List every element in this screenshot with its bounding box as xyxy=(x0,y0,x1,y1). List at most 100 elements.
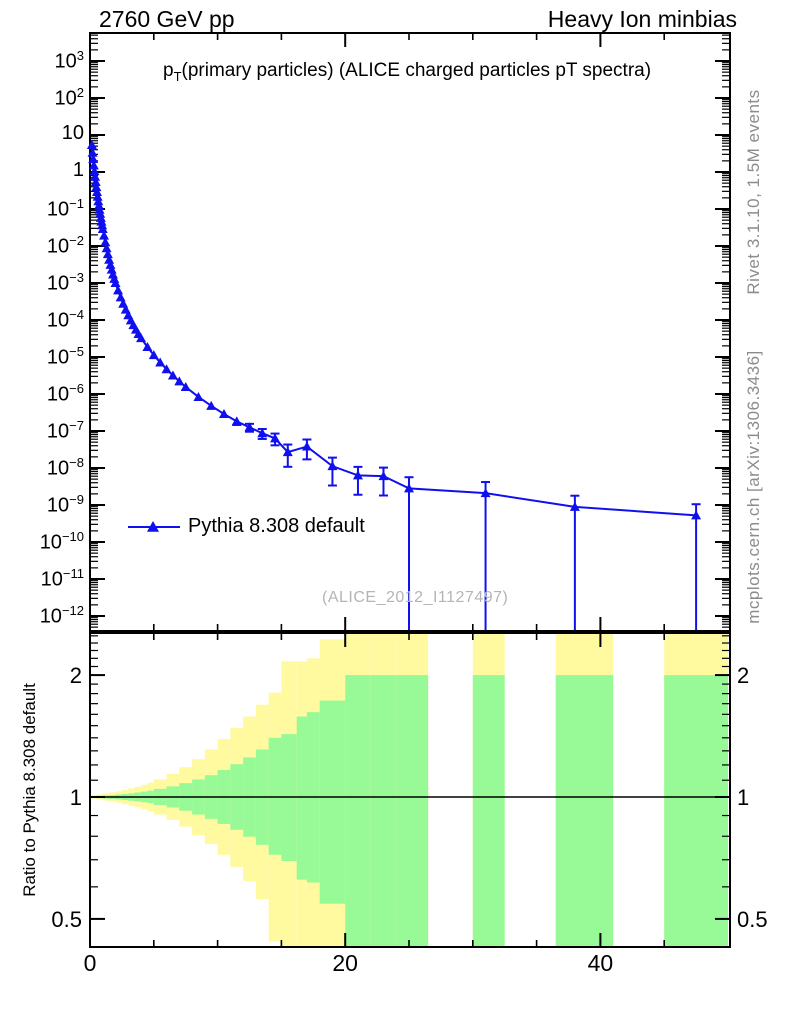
x-axis-label: 20 xyxy=(332,950,358,976)
analysis-id-watermark: (ALICE_2012_I1127497) xyxy=(322,589,509,606)
data-point-triangle-icon xyxy=(95,208,106,218)
data-point-triangle-icon xyxy=(97,220,108,230)
ratio-uncertainty-bands xyxy=(90,634,728,946)
data-point-triangle-icon xyxy=(92,191,103,201)
spectrum-line xyxy=(90,144,697,517)
observable-title-prefix: p xyxy=(163,60,174,81)
green-band xyxy=(396,675,429,946)
data-point-triangle-icon xyxy=(105,259,116,269)
data-point-triangle-icon xyxy=(104,254,115,264)
main-y-axis-label: 10−10 xyxy=(39,529,84,554)
data-point-triangle-icon xyxy=(88,160,99,170)
data-point-triangle-icon xyxy=(148,350,159,360)
green-band xyxy=(345,675,371,946)
data-point-triangle-icon xyxy=(404,483,414,493)
legend-marker xyxy=(128,521,180,532)
data-point-triangle-icon xyxy=(206,400,217,410)
panel-frames xyxy=(89,32,731,948)
data-point-triangle-icon xyxy=(94,204,105,214)
data-point-triangle-icon xyxy=(155,357,166,367)
green-band xyxy=(296,716,307,880)
data-point-triangle-icon xyxy=(378,471,389,481)
data-point-triangle-icon xyxy=(193,391,204,401)
ratio-y-axis-label: 0.5 xyxy=(51,906,82,932)
data-point-triangle-icon xyxy=(110,278,121,287)
data-point-triangle-icon xyxy=(90,171,101,181)
mcplots-arxiv-note: mcplots.cern.ch [arXiv:1306.3436] xyxy=(744,350,763,624)
main-y-axis-label: 10 xyxy=(61,122,84,144)
data-point-triangle-icon xyxy=(87,147,98,157)
observable-title-rest: (primary particles) (ALICE charged parti… xyxy=(181,60,652,81)
main-y-axis-label: 10−5 xyxy=(46,344,84,369)
data-point-triangle-icon xyxy=(691,510,702,520)
main-y-axis-label: 10−2 xyxy=(46,233,84,258)
data-point-triangle-icon xyxy=(180,381,191,391)
data-point-triangle-icon xyxy=(352,470,363,480)
data-point-triangle-icon xyxy=(327,461,338,471)
data-point-triangle-icon xyxy=(106,264,117,274)
x-axis-label: 0 xyxy=(83,950,97,976)
data-point-triangle-icon xyxy=(86,139,97,149)
ratio-y-axis-label: 2 xyxy=(69,663,82,689)
observable-title-subscript: T xyxy=(173,68,182,84)
observable-title: pT(primary particles) (ALICE charged par… xyxy=(163,60,651,84)
data-point-triangle-icon xyxy=(90,176,101,186)
data-point-triangle-icon xyxy=(142,342,153,352)
ratio-y-axis-label-right: 1 xyxy=(737,785,750,810)
main-y-axis-label: 10−7 xyxy=(46,418,84,443)
green-band xyxy=(370,675,397,946)
data-point-triangle-icon xyxy=(113,285,124,295)
data-point-triangle-icon xyxy=(97,223,108,233)
data-point-triangle-icon xyxy=(96,216,107,226)
data-point-triangle-icon xyxy=(136,333,147,343)
data-point-triangle-icon xyxy=(91,182,102,192)
data-point-triangle-icon xyxy=(257,428,268,438)
data-point-triangle-icon xyxy=(270,433,281,443)
axis-ticks xyxy=(91,34,729,946)
main-y-axis-label: 10−4 xyxy=(46,307,84,332)
data-point-triangle-icon xyxy=(102,249,113,259)
data-point-triangle-icon xyxy=(231,416,242,426)
data-point-triangle-icon xyxy=(161,364,172,374)
data-point-triangle-icon xyxy=(93,196,104,206)
data-point-triangle-icon xyxy=(301,441,312,451)
main-y-axis-label: 102 xyxy=(54,85,84,110)
main-y-axis-label: 10−3 xyxy=(46,270,84,295)
main-y-axis-label: 10−12 xyxy=(39,603,84,628)
error-bars xyxy=(140,337,701,630)
beam-energy-title: 2760 GeV pp xyxy=(99,6,235,32)
main-y-axis-label: 10−11 xyxy=(40,566,84,591)
main-y-axis-label: 10−1 xyxy=(46,196,84,221)
legend-entry-label: Pythia 8.308 default xyxy=(188,515,365,537)
data-point-triangle-icon xyxy=(282,447,293,457)
data-point-triangle-icon xyxy=(88,154,99,164)
x-axis-label: 40 xyxy=(587,950,614,976)
ratio-y-axis-label-right: 0.5 xyxy=(737,906,768,932)
main-y-axis-label: 1 xyxy=(72,159,84,181)
ratio-y-axis-label: 1 xyxy=(69,785,82,810)
data-point-triangle-icon xyxy=(101,243,112,253)
data-point-triangle-icon xyxy=(569,501,580,511)
main-y-axis-label: 10−6 xyxy=(46,381,84,406)
data-point-triangle-icon xyxy=(244,422,255,432)
ratio-y-axis-label-right: 2 xyxy=(737,663,750,689)
data-point-triangle-icon xyxy=(167,370,178,380)
data-point-triangle-icon xyxy=(93,200,104,210)
data-point-triangle-icon xyxy=(95,212,106,222)
spectrum-markers xyxy=(86,139,702,520)
main-y-axis-label: 10−9 xyxy=(46,492,84,517)
data-point-triangle-icon xyxy=(100,237,111,247)
legend-triangle-icon xyxy=(147,521,159,532)
green-band xyxy=(664,675,728,946)
data-point-triangle-icon xyxy=(89,166,100,176)
generator-version-note: Rivet 3.1.10, 1.5M events xyxy=(744,89,763,295)
green-band xyxy=(319,700,346,904)
data-point-triangle-icon xyxy=(218,408,229,418)
data-point-triangle-icon xyxy=(174,376,185,386)
main-y-axis-label: 103 xyxy=(54,48,84,73)
main-y-axis-label: 10−8 xyxy=(46,455,84,480)
analysis-group-title: Heavy Ion minbias xyxy=(547,6,737,32)
data-point-triangle-icon xyxy=(99,230,110,240)
